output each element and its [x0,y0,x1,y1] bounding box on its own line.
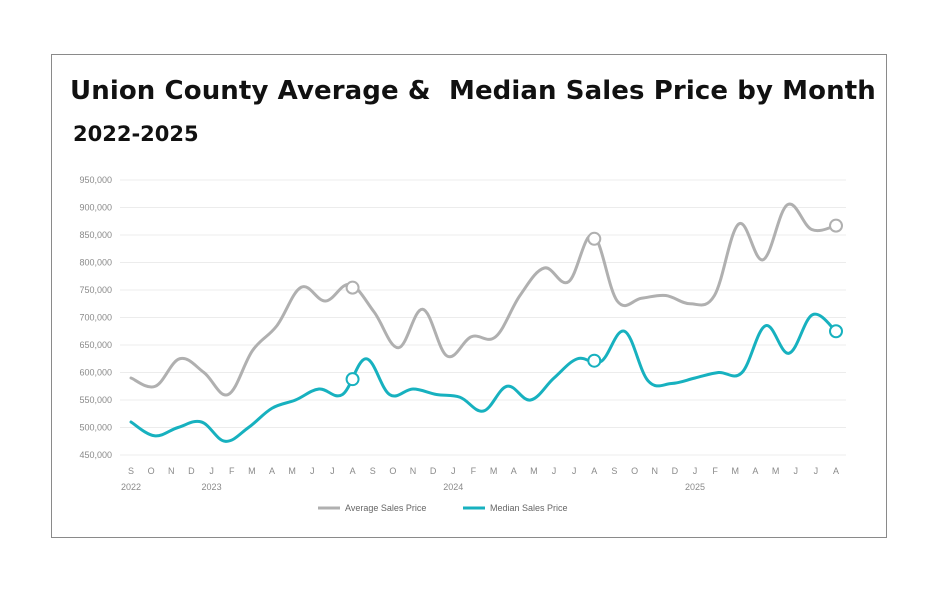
x-tick-label: J [814,466,819,476]
legend-label-average-sales-price: Average Sales Price [345,503,426,513]
x-tick-label: J [209,466,214,476]
x-tick-label: M [248,466,256,476]
y-tick-label: 700,000 [79,313,112,323]
x-tick-label: O [631,466,638,476]
x-tick-label: S [370,466,376,476]
x-tick-label: J [451,466,456,476]
x-tick-label: M [530,466,538,476]
x-tick-label: D [188,466,195,476]
x-tick-label: D [672,466,679,476]
x-year-label: 2025 [685,482,705,492]
x-year-label: 2024 [443,482,463,492]
series-line-median-sales-price [129,312,838,443]
x-tick-label: F [712,466,718,476]
x-tick-label: N [651,466,658,476]
legend-label-median-sales-price: Median Sales Price [490,503,568,513]
x-tick-label: J [330,466,335,476]
series-line-average-sales-price [129,202,838,397]
x-tick-label: A [591,466,597,476]
chart-subtitle: 2022-2025 [73,122,199,146]
y-tick-label: 650,000 [79,340,112,350]
x-tick-label: M [490,466,498,476]
x-tick-label: J [310,466,315,476]
y-tick-label: 750,000 [79,285,112,295]
x-year-label: 2022 [121,482,141,492]
series-marker-average-sales-price [829,218,843,233]
x-tick-label: A [752,466,758,476]
chart-title: Union County Average & Median Sales Pric… [70,76,876,106]
x-tick-label: F [471,466,477,476]
x-tick-label: A [511,466,517,476]
x-tick-label: J [572,466,577,476]
series-marker-median-sales-price [345,372,360,387]
x-tick-label: M [772,466,780,476]
x-tick-label: A [269,466,275,476]
x-tick-label: O [148,466,155,476]
x-tick-label: N [168,466,175,476]
y-tick-label: 850,000 [79,230,112,240]
x-tick-label: S [611,466,617,476]
x-tick-label: M [732,466,740,476]
x-tick-label: S [128,466,134,476]
x-tick-label: O [389,466,396,476]
series-marker-median-sales-price [829,324,843,339]
y-tick-label: 800,000 [79,258,112,268]
x-tick-label: M [288,466,296,476]
x-year-label: 2023 [202,482,222,492]
y-tick-label: 950,000 [79,175,112,185]
x-tick-label: J [693,466,698,476]
series-marker-average-sales-price [345,280,360,295]
x-tick-label: D [430,466,437,476]
y-tick-label: 450,000 [79,450,112,460]
y-tick-label: 900,000 [79,203,112,213]
x-tick-label: F [229,466,235,476]
x-tick-label: N [410,466,417,476]
x-tick-label: J [552,466,557,476]
series-marker-median-sales-price [587,353,602,368]
y-tick-label: 550,000 [79,395,112,405]
x-tick-label: A [833,466,839,476]
y-tick-label: 600,000 [79,368,112,378]
y-tick-label: 500,000 [79,423,112,433]
chart-frame [51,54,887,538]
series-marker-average-sales-price [587,231,602,246]
x-tick-label: J [793,466,798,476]
x-tick-label: A [350,466,356,476]
